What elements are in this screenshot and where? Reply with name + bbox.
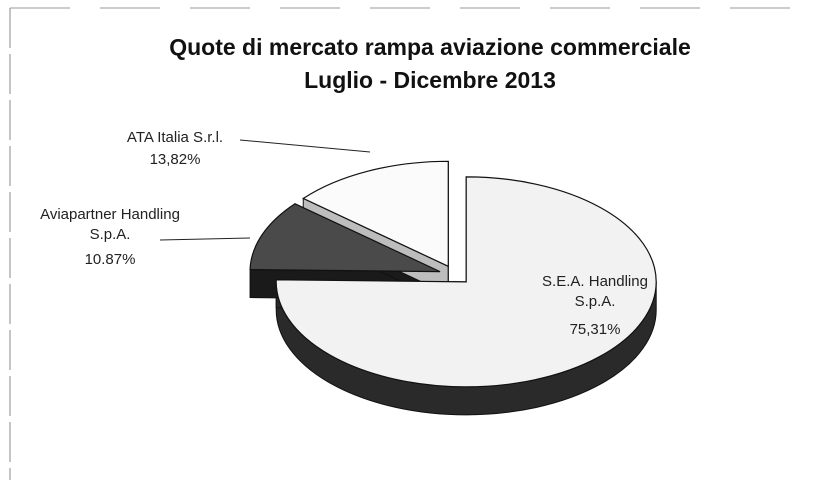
slice (302, 160, 449, 268)
pie (159, 139, 657, 416)
slice (249, 203, 441, 273)
leader-line (159, 237, 251, 241)
slice-label: Aviapartner Handling S.p.A. (40, 206, 180, 243)
slice-value-label: 75,31% (569, 321, 621, 338)
slice-value-label: 13,82% (149, 151, 201, 168)
slice-value-label: 10.87% (84, 251, 136, 268)
chart-title: Quote di mercato rampa aviazione commerc… (169, 34, 691, 60)
leader-line (239, 139, 371, 153)
slice-label: ATA Italia S.r.l. (126, 129, 224, 146)
chart-subtitle: Luglio - Dicembre 2013 (304, 67, 556, 93)
slice-label: S.E.A. Handling S.p.A. (542, 273, 648, 310)
slice (275, 176, 657, 388)
